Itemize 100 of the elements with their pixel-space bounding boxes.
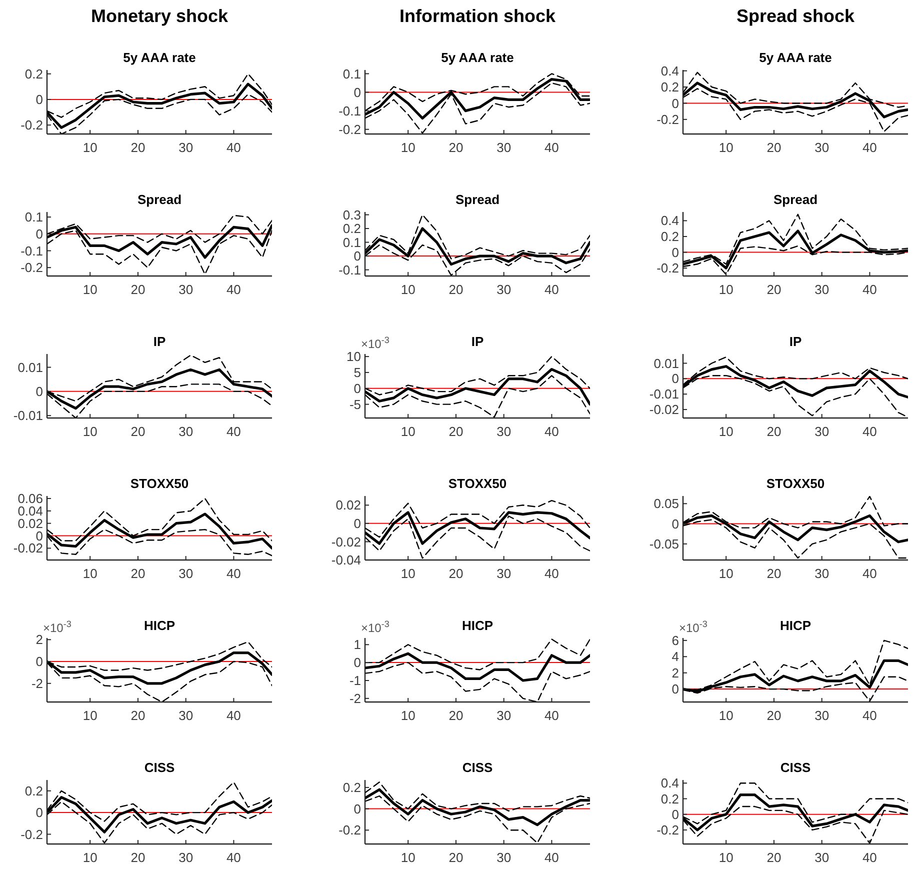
chart-title: IP [789,334,802,349]
y-tick-label: -2 [31,676,43,691]
x-tick-label: 10 [400,424,416,439]
y-tick-label: 0 [672,806,679,822]
y-tick-label: 0 [672,96,679,111]
x-tick-label: 10 [400,282,416,297]
chart-subtitle: 5y AAA rate [759,50,832,65]
x-tick-label: 20 [766,140,782,155]
x-tick-label: 30 [814,140,830,155]
x-tick-label: 30 [178,424,194,439]
y-tick-label: 5 [354,365,361,380]
chart-title: Information shock [399,6,556,26]
x-tick-label: 30 [178,850,194,865]
x-tick-label: 40 [226,282,241,297]
x-tick-label: 40 [862,850,877,865]
y-tick-label: 2 [36,632,43,648]
y-tick-label: 0.2 [660,80,679,95]
x-tick-label: 30 [496,850,512,865]
y-tick-label: 0.4 [660,63,679,78]
y-tick-label: 0.2 [24,66,43,82]
y-tick-label: 0.2 [342,221,361,236]
x-tick-label: 10 [82,282,98,297]
x-tick-label: 30 [178,708,194,723]
x-tick-label: 40 [544,140,559,155]
x-tick-label: 20 [130,850,146,865]
x-tick-label: 20 [130,282,146,297]
chart-title: CISS [780,760,811,775]
y-tick-label: 4 [672,649,679,664]
x-tick-label: 10 [400,850,416,865]
y-tick-label: -0.2 [20,260,43,276]
chart-title: Spread [137,192,182,207]
chart-title: Spread [773,192,818,207]
y-tick-label: -0.01 [13,408,43,424]
x-tick-label: 20 [130,140,146,155]
x-tick-label: 20 [448,566,464,581]
x-tick-label: 10 [718,424,734,439]
x-tick-label: 20 [766,850,782,865]
y-tick-label: 0.2 [342,780,361,796]
y-tick-label: 0 [36,654,43,670]
x-tick-label: 10 [82,140,98,155]
x-tick-label: 20 [130,708,146,723]
chart-title: STOXX50 [130,476,189,491]
x-tick-label: 10 [82,850,98,865]
x-tick-label: 10 [718,850,734,865]
x-tick-label: 30 [814,850,830,865]
x-tick-label: 10 [82,566,98,581]
y-tick-label: 0 [354,516,361,531]
y-tick-label: -0.1 [338,262,361,278]
y-tick-label: -0.2 [20,118,43,133]
chart-title: HICP [144,618,176,633]
y-tick-label: 0 [36,528,43,544]
y-tick-label: 0.3 [342,207,361,222]
x-tick-label: 20 [448,708,464,723]
chart-subtitle: 5y AAA rate [441,50,514,65]
x-tick-label: 20 [448,140,464,155]
text: ×10$^{-3}$ [361,335,390,351]
x-tick-label: 10 [718,140,734,155]
x-tick-label: 20 [448,282,464,297]
x-tick-label: 30 [178,140,194,155]
chart-title: HICP [780,618,812,633]
x-tick-label: 10 [400,708,416,723]
y-tick-label: 0 [36,805,43,820]
chart-subtitle: 5y AAA rate [123,50,196,65]
y-tick-label: -5 [349,396,361,412]
y-tick-label: -0.2 [338,122,361,137]
x-tick-label: 40 [544,282,559,297]
chart-title: Spread shock [736,6,856,26]
x-tick-label: 40 [226,566,241,581]
y-tick-label: -0.02 [331,534,361,550]
x-tick-label: 40 [226,424,241,439]
x-tick-label: 20 [130,566,146,581]
y-tick-label: -0.2 [656,112,679,127]
y-tick-label: 0.02 [336,498,361,513]
y-tick-label: 0.1 [24,210,43,225]
y-tick-label: 0.4 [660,213,679,228]
x-tick-label: 10 [718,566,734,581]
y-tick-label: 0.2 [660,791,679,806]
y-tick-label: 0 [36,92,43,107]
y-tick-label: -0.1 [20,243,43,258]
x-tick-label: 30 [496,140,512,155]
y-tick-label: 0.2 [660,229,679,244]
chart-title: IP [471,334,484,349]
x-tick-label: 40 [226,850,241,865]
x-tick-label: 30 [496,566,512,581]
x-tick-label: 30 [178,566,194,581]
y-tick-label: -0.2 [656,822,679,838]
y-tick-label: -0.2 [20,826,43,842]
chart-title: Spread [455,192,500,207]
x-tick-label: 20 [766,566,782,581]
x-tick-label: 20 [130,424,146,439]
y-tick-label: 0 [672,244,679,260]
text: ×10$^{-3}$ [361,619,390,635]
x-tick-label: 40 [544,850,559,865]
x-tick-label: 10 [82,424,98,439]
y-tick-label: -0.02 [649,402,679,418]
x-tick-label: 20 [766,282,782,297]
x-tick-label: 40 [862,424,877,439]
y-tick-label: -0.01 [649,386,679,402]
x-tick-label: 20 [448,850,464,865]
y-tick-label: 1 [354,637,361,652]
